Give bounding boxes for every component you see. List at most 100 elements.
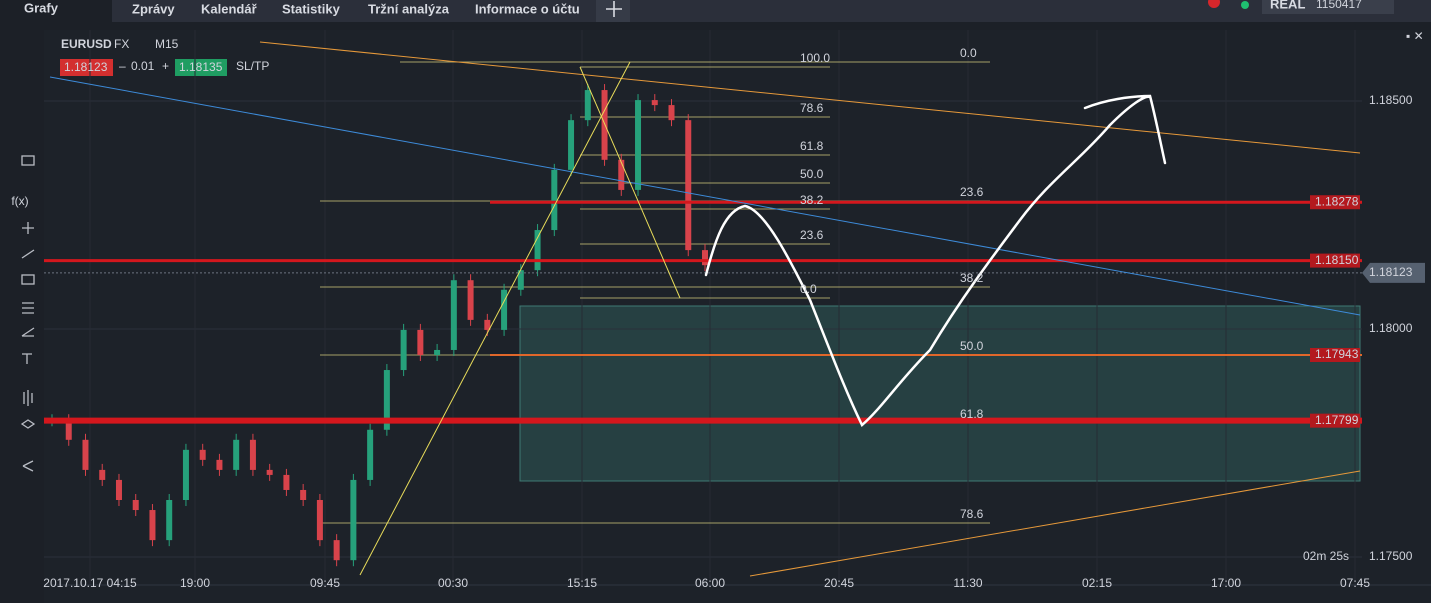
candle — [568, 120, 575, 170]
tab[interactable]: Grafy — [24, 0, 59, 15]
candle — [216, 459, 223, 470]
time-label: 07:45 — [1340, 576, 1370, 590]
candle — [115, 479, 122, 500]
fx-tool[interactable]: f(x) — [11, 194, 28, 208]
market: FX — [114, 37, 129, 51]
price-tick-label: 1.17500 — [1369, 549, 1413, 563]
fib-label: 78.6 — [800, 101, 824, 115]
price-tag-label: 1.17799 — [1315, 413, 1359, 427]
candle — [702, 250, 708, 266]
left-toolbar — [0, 26, 42, 603]
candle — [467, 280, 474, 320]
fib-label: 23.6 — [800, 228, 824, 242]
candle — [517, 270, 524, 290]
fib-label: 38.2 — [960, 271, 984, 285]
countdown: 02m 25s — [1303, 549, 1349, 563]
candle — [65, 420, 72, 440]
status-dot — [1241, 1, 1249, 9]
candle — [249, 439, 256, 470]
candle — [484, 319, 491, 330]
time-label: 2017.10.17 04:15 — [43, 576, 137, 590]
lot-minus[interactable]: – — [119, 59, 126, 73]
price-tag — [1310, 413, 1360, 428]
tool-icon[interactable] — [23, 390, 33, 406]
trend-line — [579, 66, 681, 299]
tool-icon[interactable] — [22, 222, 34, 234]
notification[interactable] — [1208, 0, 1220, 8]
tool-icon[interactable] — [20, 419, 36, 429]
candle — [99, 469, 106, 480]
trend-line — [49, 76, 1361, 316]
candle — [635, 100, 642, 190]
candle — [350, 479, 357, 561]
price-tag — [1310, 253, 1360, 268]
candle — [551, 169, 558, 231]
candle — [400, 329, 407, 371]
time-label: 20:45 — [824, 576, 854, 590]
tab[interactable]: Zprávy — [132, 1, 175, 16]
fib-label: 50.0 — [960, 339, 984, 353]
account-mode: REAL — [1270, 0, 1305, 11]
top-bar — [0, 0, 1431, 22]
fib-label: 0.0 — [800, 282, 817, 296]
candle — [584, 90, 591, 121]
tool-icon[interactable] — [22, 353, 32, 364]
account-box[interactable] — [1262, 0, 1394, 14]
candle — [501, 289, 508, 330]
tool-icon[interactable] — [22, 302, 34, 314]
candle — [182, 449, 189, 500]
candle — [333, 540, 340, 561]
fib-label: 61.8 — [800, 139, 824, 153]
price-tag — [1310, 347, 1360, 362]
sltp[interactable]: SL/TP — [236, 59, 269, 73]
tool-icon[interactable] — [21, 155, 35, 166]
tool-icon[interactable] — [21, 249, 35, 259]
trend-line — [259, 41, 1361, 154]
price-tag-label: 1.17943 — [1315, 347, 1359, 361]
active-tab[interactable] — [0, 0, 112, 22]
sell-box[interactable] — [60, 59, 113, 76]
tool-icon[interactable] — [22, 460, 34, 472]
buy-price[interactable]: 1.18135 — [179, 60, 223, 74]
candle — [233, 439, 240, 470]
add-icon — [606, 1, 622, 17]
drawn-arrow — [704, 94, 1167, 427]
lot-plus[interactable]: + — [162, 59, 169, 73]
buy-box[interactable] — [175, 59, 227, 76]
account-number: 1150417 — [1316, 0, 1362, 11]
time-label: 00:30 — [438, 576, 468, 590]
timeframe[interactable]: M15 — [155, 37, 179, 51]
sell-price[interactable]: 1.18123 — [64, 60, 108, 74]
candle — [417, 329, 424, 355]
candle — [685, 120, 692, 251]
add-tab[interactable] — [596, 0, 630, 22]
tool-icon[interactable] — [21, 274, 35, 285]
candle — [132, 500, 139, 511]
candle — [166, 500, 173, 541]
price-tag-label: 1.18278 — [1315, 194, 1359, 208]
candle — [383, 370, 390, 430]
fib-label: 23.6 — [960, 185, 984, 199]
fib-label: 38.2 — [800, 193, 824, 207]
fib-label: 0.0 — [960, 46, 977, 60]
tool-icon[interactable] — [21, 327, 35, 337]
tab[interactable]: Statistiky — [282, 1, 341, 16]
tab[interactable]: Informace o účtu — [475, 1, 580, 16]
price-tick-label: 1.18000 — [1369, 321, 1413, 335]
candle — [450, 280, 457, 350]
price-tag-label: 1.18150 — [1315, 253, 1359, 267]
time-label: 15:15 — [567, 576, 597, 590]
lot-size[interactable]: 0.01 — [131, 59, 155, 73]
symbol[interactable]: EURUSD — [61, 37, 112, 51]
candle — [434, 349, 441, 355]
time-label: 06:00 — [695, 576, 725, 590]
time-label: 09:45 — [310, 576, 340, 590]
tab[interactable]: Kalendář — [201, 1, 258, 16]
current-price-label: 1.18123 — [1369, 265, 1413, 279]
candle — [651, 100, 658, 106]
window-controls[interactable]: ▪ ✕ — [1406, 29, 1424, 43]
tab[interactable]: Tržní analýza — [368, 1, 450, 16]
price-axis — [1362, 30, 1431, 585]
